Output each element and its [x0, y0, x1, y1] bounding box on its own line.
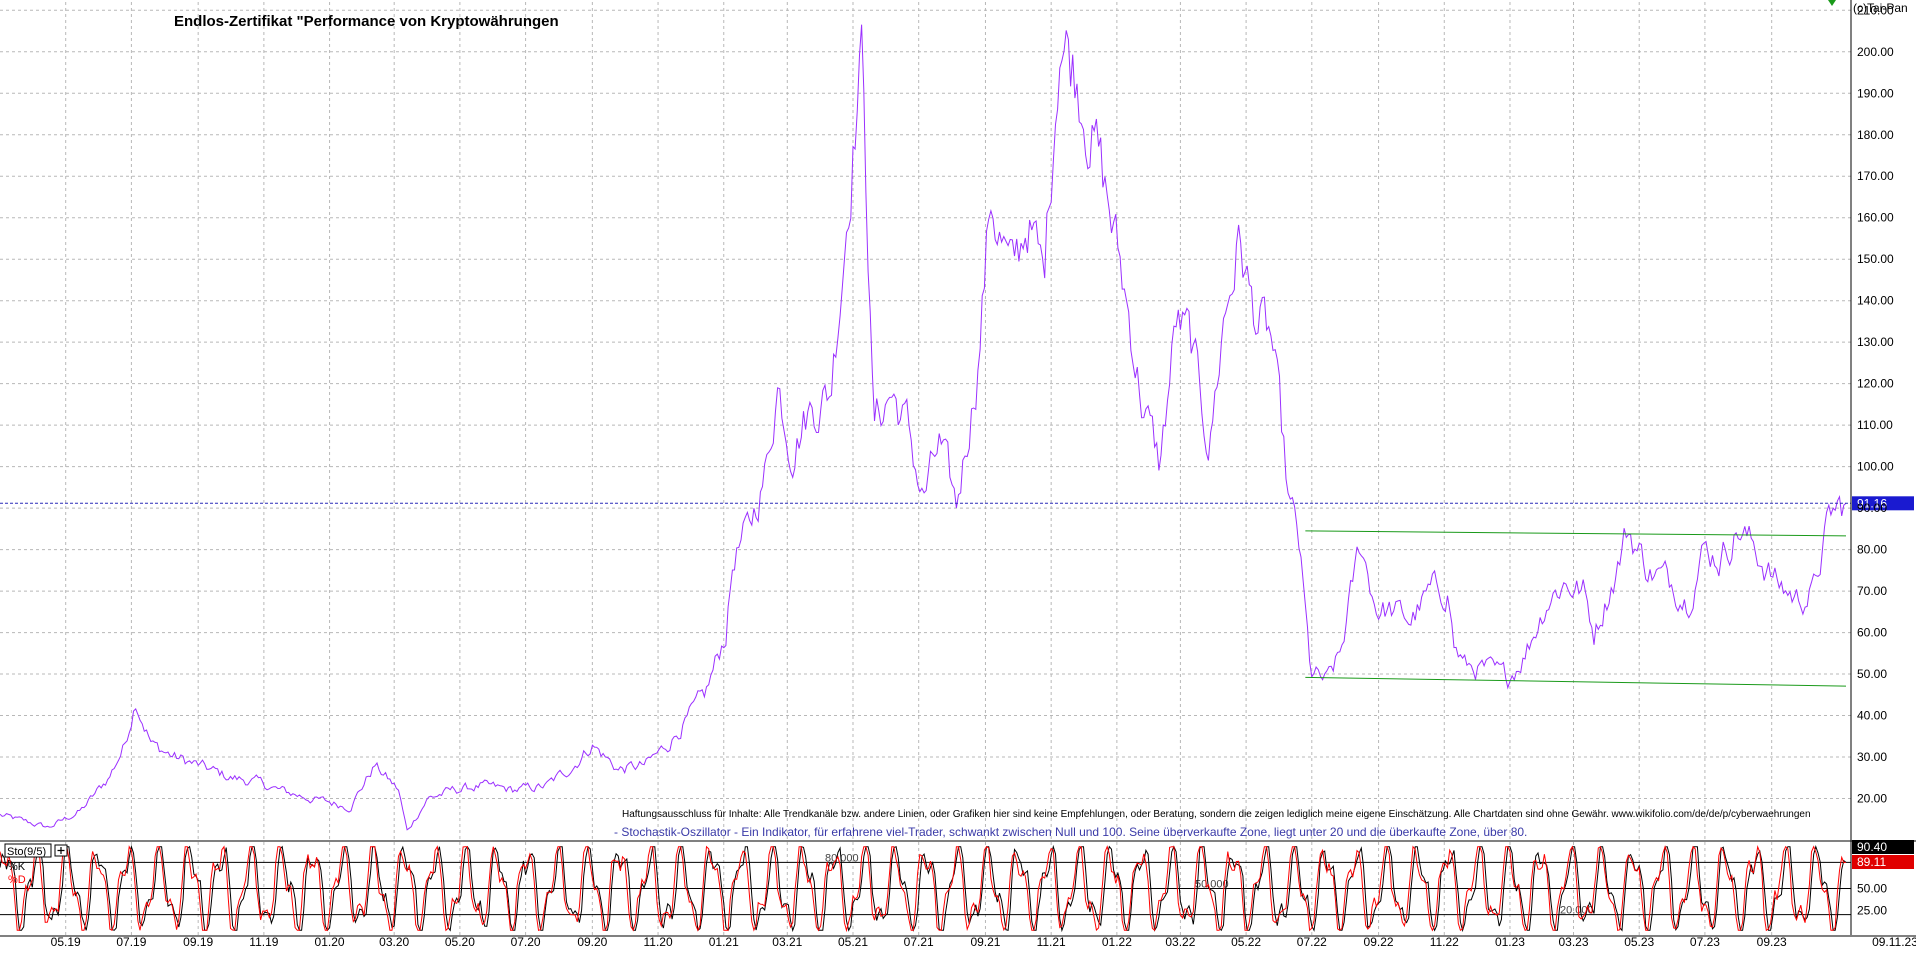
x-tick-label: 03.20	[379, 935, 409, 948]
trend-line	[1305, 676, 1847, 687]
stochastic-annotation: - Stochastik-Oszillator - Ein Indikator,…	[614, 825, 1527, 839]
x-tick-label: 11.21	[1037, 935, 1066, 948]
x-tick-label: 05.20	[445, 935, 475, 948]
main-grid	[0, 2, 1851, 840]
oscillator-title: Sto(9/5)	[7, 846, 46, 858]
last-value-label: 91.16	[1857, 496, 1887, 510]
x-tick-label: 01.22	[1102, 935, 1132, 948]
k-value-badge	[1852, 840, 1914, 854]
y-tick-label: 50.00	[1857, 667, 1887, 681]
y-tick-label: 140.00	[1857, 294, 1894, 308]
oscillator-title-box	[4, 843, 52, 858]
x-tick-label: 03.22	[1165, 935, 1195, 948]
chart-title: Endlos-Zertifikat "Performance von Krypt…	[174, 13, 559, 30]
y-tick-label: 190.00	[1857, 86, 1894, 100]
main-plot: 91.16	[0, 0, 1914, 831]
y-tick-label: 30.00	[1857, 750, 1887, 764]
y-tick-label: 160.00	[1857, 211, 1894, 225]
marker-icon	[1828, 0, 1836, 6]
x-tick-label: 01.23	[1495, 935, 1525, 948]
x-tick-label: 09.21	[970, 935, 1000, 948]
legend-d-label: %D	[8, 874, 26, 886]
oscillator-y-tick-label: 25.00	[1857, 903, 1887, 917]
oscillator-line-k	[0, 844, 1847, 933]
y-tick-label: 70.00	[1857, 584, 1887, 598]
y-tick-label: 110.00	[1857, 418, 1893, 432]
x-tick-label: 05.19	[51, 935, 81, 948]
oscillator-reference-label: 50.000	[1195, 879, 1229, 891]
y-tick-label: 200.00	[1857, 45, 1894, 59]
trend-line	[1305, 530, 1847, 537]
y-tick-label: 80.00	[1857, 543, 1887, 557]
y-tick-label: 120.00	[1857, 377, 1894, 391]
oscillator-y-tick-label: 50.00	[1857, 882, 1887, 896]
y-tick-label: 60.00	[1857, 626, 1887, 640]
x-tick-label: 09.22	[1364, 935, 1394, 948]
x-tick-label: 11.22	[1430, 935, 1459, 948]
x-tick-label: 03.21	[772, 935, 802, 948]
k-value-label: 90.40	[1857, 840, 1887, 854]
copyright-label: (c)Tai-Pan	[1853, 1, 1908, 15]
y-tick-label: 150.00	[1857, 252, 1894, 266]
x-tick-label: 07.20	[511, 935, 541, 948]
x-tick-label: 09.19	[183, 935, 213, 948]
x-tick-label: 07.23	[1690, 935, 1720, 948]
d-value-badge	[1852, 855, 1914, 869]
y-tick-label: 130.00	[1857, 335, 1894, 349]
x-tick-label: 05.23	[1624, 935, 1654, 948]
x-tick-label: 01.21	[709, 935, 739, 948]
d-value-label: 89.11	[1857, 855, 1886, 869]
x-tick-label: 01.20	[315, 935, 345, 948]
y-tick-label: 210.00	[1857, 3, 1894, 17]
x-tick-label: 07.19	[116, 935, 146, 948]
disclaimer-annotation: Haftungsausschluss für Inhalte: Alle Tre…	[622, 809, 1811, 820]
x-tick-label: 03.23	[1559, 935, 1589, 948]
x-tick-label: 05.21	[838, 935, 868, 948]
last-value-badge	[1852, 496, 1914, 511]
y-tick-label: 90.00	[1857, 501, 1887, 515]
x-tick-label: 11.20	[643, 935, 672, 948]
oscillator-reference-label: 80.000	[825, 852, 859, 864]
y-tick-label: 40.00	[1857, 709, 1887, 723]
x-tick-label: 07.22	[1297, 935, 1327, 948]
y-tick-label: 100.00	[1857, 460, 1894, 474]
y-tick-label: 170.00	[1857, 169, 1894, 183]
x-tick-label: 07.21	[904, 935, 934, 948]
legend-k-label: %K	[8, 861, 26, 873]
oscillator-line-d	[0, 845, 1847, 933]
x-tick-label: 09.20	[577, 935, 607, 948]
x-tick-label: 11.19	[249, 935, 278, 948]
x-tick-label: 09.23	[1757, 935, 1787, 948]
y-tick-label: 20.00	[1857, 792, 1887, 806]
y-tick-label: 180.00	[1857, 128, 1894, 142]
plus-icon	[57, 847, 65, 854]
price-line	[0, 24, 1847, 831]
x-tick-label: 05.22	[1231, 935, 1261, 948]
x-tick-label-last: 09.11.23	[1872, 935, 1916, 948]
